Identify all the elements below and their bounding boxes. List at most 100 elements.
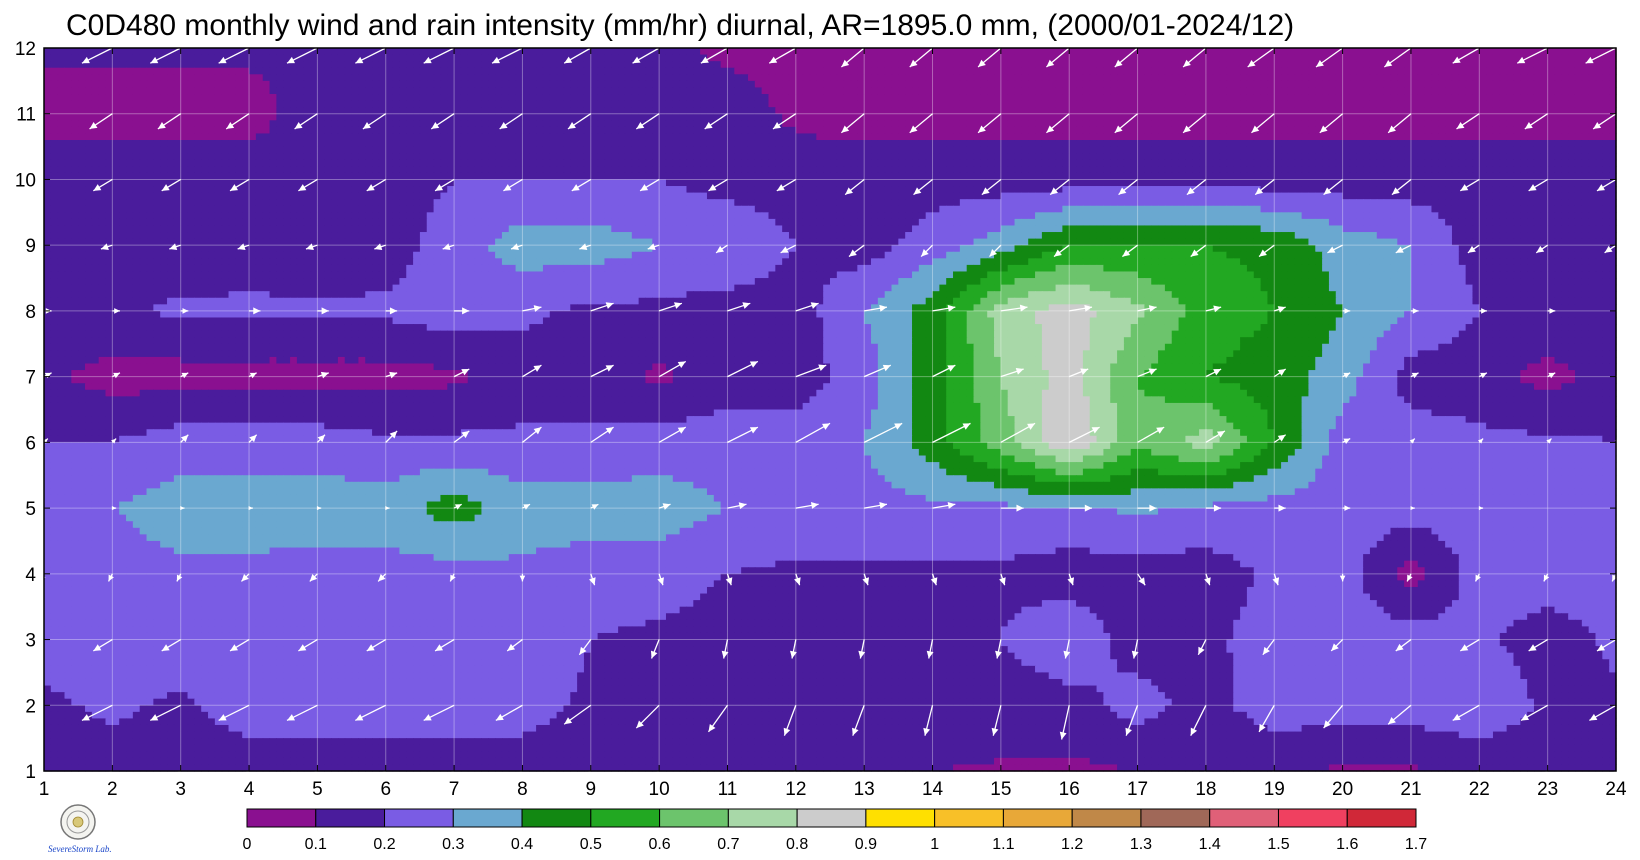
rain-cell bbox=[1138, 87, 1145, 94]
rain-cell bbox=[946, 55, 953, 62]
rain-cell bbox=[557, 81, 564, 88]
rain-cell bbox=[133, 94, 140, 101]
rain-cell bbox=[1520, 48, 1527, 55]
rain-cell bbox=[1281, 68, 1288, 75]
rain-cell bbox=[1206, 140, 1213, 147]
rain-cell bbox=[1308, 81, 1315, 88]
rain-cell bbox=[215, 114, 222, 121]
rain-cell bbox=[673, 133, 680, 140]
rain-cell bbox=[112, 61, 119, 68]
rain-cell bbox=[686, 94, 693, 101]
rain-cell bbox=[276, 127, 283, 134]
rain-cell bbox=[960, 101, 967, 108]
rain-cell bbox=[680, 127, 687, 134]
rain-cell bbox=[352, 68, 359, 75]
rain-cell bbox=[1322, 133, 1329, 140]
rain-cell bbox=[892, 74, 899, 81]
rain-cell bbox=[810, 94, 817, 101]
rain-cell bbox=[741, 120, 748, 127]
rain-cell bbox=[263, 114, 270, 121]
rain-cell bbox=[1541, 140, 1548, 147]
rain-cell bbox=[775, 101, 782, 108]
rain-cell bbox=[1438, 101, 1445, 108]
rain-cell bbox=[1343, 140, 1350, 147]
rain-cell bbox=[803, 120, 810, 127]
rain-cell bbox=[345, 87, 352, 94]
rain-cell bbox=[1185, 48, 1192, 55]
rain-cell bbox=[611, 61, 618, 68]
rain-cell bbox=[1308, 140, 1315, 147]
rain-cell bbox=[570, 81, 577, 88]
rain-cell bbox=[939, 94, 946, 101]
rain-cell bbox=[106, 74, 113, 81]
rain-cell bbox=[140, 61, 147, 68]
rain-cell bbox=[1281, 114, 1288, 121]
rain-cell bbox=[1261, 61, 1268, 68]
rain-cell bbox=[468, 101, 475, 108]
rain-cell bbox=[1008, 133, 1015, 140]
rain-cell bbox=[775, 94, 782, 101]
rain-cell bbox=[427, 147, 434, 154]
rain-cell bbox=[1534, 87, 1541, 94]
rain-cell bbox=[1486, 127, 1493, 134]
rain-cell bbox=[1220, 140, 1227, 147]
rain-cell bbox=[1466, 140, 1473, 147]
rain-cell bbox=[1144, 61, 1151, 68]
rain-cell bbox=[270, 68, 277, 75]
rain-cell bbox=[1220, 81, 1227, 88]
rain-cell bbox=[598, 48, 605, 55]
rain-cell bbox=[878, 74, 885, 81]
rain-cell bbox=[1213, 68, 1220, 75]
rain-cell bbox=[1390, 87, 1397, 94]
rain-cell bbox=[1226, 120, 1233, 127]
rain-cell bbox=[92, 94, 99, 101]
rain-cell bbox=[857, 68, 864, 75]
rain-cell bbox=[803, 81, 810, 88]
rain-cell bbox=[1117, 48, 1124, 55]
rain-cell bbox=[1343, 133, 1350, 140]
rain-cell bbox=[208, 74, 215, 81]
rain-cell bbox=[222, 101, 229, 108]
rain-cell bbox=[632, 68, 639, 75]
rain-cell bbox=[550, 68, 557, 75]
rain-cell bbox=[112, 120, 119, 127]
rain-cell bbox=[1172, 81, 1179, 88]
rain-cell bbox=[611, 133, 618, 140]
rain-cell bbox=[99, 127, 106, 134]
rain-cell bbox=[522, 127, 529, 134]
rain-cell bbox=[830, 48, 837, 55]
rain-cell bbox=[1479, 68, 1486, 75]
rain-cell bbox=[1131, 87, 1138, 94]
rain-cell bbox=[71, 81, 78, 88]
rain-cell bbox=[1254, 87, 1261, 94]
rain-cell bbox=[270, 101, 277, 108]
rain-cell bbox=[1575, 81, 1582, 88]
rain-cell bbox=[768, 48, 775, 55]
rain-cell bbox=[372, 101, 379, 108]
rain-cell bbox=[598, 140, 605, 147]
rain-cell bbox=[345, 133, 352, 140]
rain-cell bbox=[99, 81, 106, 88]
rain-cell bbox=[933, 94, 940, 101]
rain-cell bbox=[536, 94, 543, 101]
rain-cell bbox=[1117, 94, 1124, 101]
rain-cell bbox=[1541, 74, 1548, 81]
rain-cell bbox=[543, 127, 550, 134]
rain-cell bbox=[686, 101, 693, 108]
rain-cell bbox=[919, 74, 926, 81]
rain-cell bbox=[1315, 94, 1322, 101]
rain-cell bbox=[51, 55, 58, 62]
rain-cell bbox=[1554, 48, 1561, 55]
rain-cell bbox=[557, 94, 564, 101]
rain-cell bbox=[215, 127, 222, 134]
rain-cell bbox=[762, 114, 769, 121]
rain-cell bbox=[1165, 55, 1172, 62]
rain-cell bbox=[933, 120, 940, 127]
rain-cell bbox=[1425, 87, 1432, 94]
rain-cell bbox=[611, 127, 618, 134]
rain-cell bbox=[324, 127, 331, 134]
rain-cell bbox=[946, 140, 953, 147]
rain-cell bbox=[721, 61, 728, 68]
rain-cell bbox=[276, 94, 283, 101]
rain-cell bbox=[1329, 74, 1336, 81]
